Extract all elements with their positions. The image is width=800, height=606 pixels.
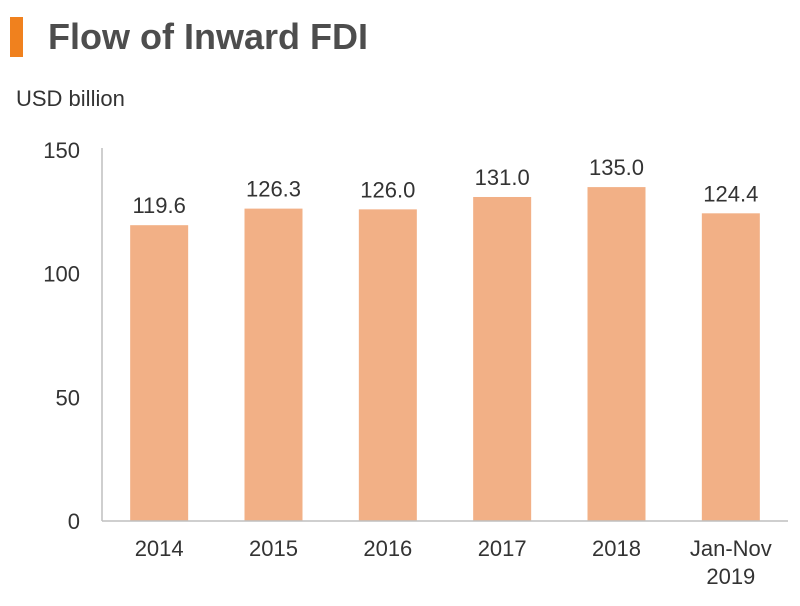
- data-label: 124.4: [703, 181, 758, 206]
- data-label: 135.0: [589, 155, 644, 180]
- bar: [701, 213, 760, 522]
- bar: [358, 209, 417, 522]
- title-accent-bar: [10, 17, 23, 57]
- y-tick-label: 150: [43, 138, 80, 163]
- x-tick-label: 2014: [135, 536, 184, 561]
- bar: [473, 196, 532, 521]
- x-tick-label: 2016: [363, 536, 412, 561]
- x-tick-label: 2018: [592, 536, 641, 561]
- bar: [130, 225, 189, 521]
- data-labels: 119.6 126.3 126.0 131.0 135.0 124.4: [132, 155, 758, 218]
- bar: [244, 208, 303, 522]
- y-tick-label: 100: [43, 262, 80, 287]
- x-axis-labels: 2014 2015 2016 2017 2018 Jan-Nov 2019: [135, 536, 772, 589]
- data-label: 131.0: [475, 165, 530, 190]
- y-axis-unit-label: USD billion: [16, 86, 125, 111]
- chart-title: Flow of Inward FDI: [48, 16, 368, 57]
- x-tick-label: 2017: [478, 536, 527, 561]
- data-label: 126.0: [360, 177, 415, 202]
- bars: [130, 187, 760, 522]
- data-label: 119.6: [132, 193, 185, 218]
- y-tick-label: 0: [68, 509, 80, 534]
- data-label: 126.3: [246, 177, 301, 202]
- y-tick-label: 50: [56, 385, 80, 410]
- bar: [587, 187, 646, 521]
- y-axis-ticks: 0 50 100 150: [43, 138, 80, 534]
- x-tick-label: 2015: [249, 536, 298, 561]
- x-tick-label: Jan-Nov 2019: [690, 536, 772, 589]
